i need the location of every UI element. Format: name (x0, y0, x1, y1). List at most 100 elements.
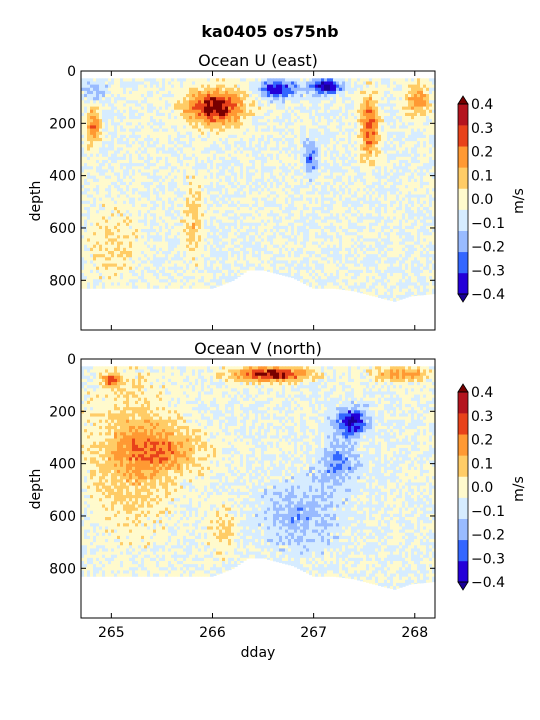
heatmap-cell (216, 276, 220, 280)
heatmap-cell (213, 163, 217, 167)
heatmap-cell (165, 272, 169, 277)
heatmap-cell (144, 247, 148, 252)
heatmap-cell (165, 134, 169, 139)
heatmap-cell (84, 213, 88, 218)
heatmap-cell (132, 279, 136, 283)
heatmap-cell (258, 210, 262, 214)
heatmap-cell (129, 163, 133, 167)
heatmap-cell (162, 90, 166, 95)
heatmap-cell (258, 185, 262, 189)
heatmap-cell (111, 241, 115, 246)
heatmap-cell (150, 97, 154, 101)
heatmap-cell (141, 213, 145, 218)
heatmap-cell (201, 128, 205, 133)
heatmap-cell (99, 225, 103, 230)
heatmap-cell (144, 159, 148, 164)
heatmap-cell (84, 119, 88, 123)
heatmap-cell (204, 175, 208, 180)
heatmap-cell (300, 219, 304, 224)
heatmap-cell (282, 272, 286, 276)
heatmap-cell (117, 144, 121, 148)
heatmap-cell (237, 150, 241, 155)
heatmap-cell (81, 191, 85, 196)
heatmap-cell (90, 163, 94, 167)
heatmap-cell (306, 125, 310, 130)
heatmap-cell (231, 194, 235, 199)
heatmap-cell (309, 94, 313, 98)
heatmap-cell (279, 141, 283, 145)
heatmap-cell (156, 87, 160, 92)
heatmap-cell (168, 116, 172, 120)
heatmap-cell (273, 210, 277, 214)
heatmap-cell (135, 122, 139, 127)
heatmap-cell (294, 125, 298, 130)
heatmap-cell (138, 81, 142, 86)
heatmap-cell (189, 87, 193, 92)
heatmap-cell (207, 103, 211, 108)
heatmap-cell (240, 241, 244, 246)
heatmap-cell (186, 200, 190, 205)
heatmap-cell (240, 216, 244, 221)
heatmap-cell (291, 147, 295, 152)
heatmap-cell (240, 156, 244, 161)
heatmap-cell (117, 156, 121, 161)
heatmap-cell (282, 128, 286, 133)
heatmap-cell (201, 260, 205, 265)
heatmap-cell (138, 254, 142, 258)
heatmap-cell (216, 106, 220, 111)
heatmap-cell (171, 210, 175, 214)
heatmap-cell (288, 222, 292, 227)
heatmap-cell (144, 97, 148, 101)
heatmap-cell (276, 94, 280, 98)
heatmap-cell (138, 269, 142, 274)
heatmap-cell (264, 185, 268, 189)
heatmap-cell (201, 194, 205, 199)
heatmap-cell (135, 153, 139, 158)
heatmap-cell (249, 144, 253, 148)
heatmap-cell (90, 213, 94, 218)
heatmap-cell (219, 197, 223, 202)
heatmap-cell (186, 144, 190, 148)
heatmap-cell (168, 207, 172, 211)
heatmap-cell (105, 188, 109, 192)
heatmap-cell (261, 153, 265, 158)
heatmap-cell (162, 219, 166, 224)
heatmap-cell (177, 197, 181, 202)
heatmap-cell (87, 191, 91, 196)
heatmap-cell (201, 229, 205, 233)
heatmap-cell (81, 134, 85, 139)
heatmap-cell (285, 260, 289, 265)
heatmap-cell (132, 97, 136, 101)
heatmap-cell (219, 78, 223, 83)
heatmap-cell (96, 194, 100, 199)
heatmap-cell (102, 185, 106, 189)
heatmap-cell (108, 81, 112, 86)
heatmap-cell (300, 194, 304, 199)
heatmap-cell (303, 103, 307, 108)
heatmap-cell (219, 134, 223, 139)
heatmap-cell (108, 285, 112, 289)
heatmap-cell (123, 203, 127, 208)
heatmap-cell (303, 272, 307, 277)
heatmap-cell (231, 191, 235, 196)
heatmap-cell (207, 90, 211, 95)
heatmap-cell (102, 81, 106, 86)
heatmap-cell (192, 131, 196, 136)
heatmap-cell (90, 222, 94, 227)
heatmap-cell (180, 207, 184, 211)
heatmap-cell (108, 78, 112, 83)
heatmap-cell (144, 81, 148, 86)
heatmap-cell (150, 166, 154, 170)
heatmap-cell (162, 210, 166, 214)
heatmap-cell (117, 282, 121, 287)
heatmap-cell (285, 137, 289, 142)
heatmap-cell (102, 254, 106, 258)
heatmap-cell (291, 185, 295, 189)
heatmap-cell (279, 163, 283, 167)
heatmap-cell (288, 272, 292, 277)
heatmap-cell (93, 269, 97, 274)
heatmap-cell (96, 207, 100, 211)
heatmap-cell (264, 144, 268, 148)
heatmap-cell (300, 207, 304, 211)
heatmap-cell (129, 100, 133, 105)
